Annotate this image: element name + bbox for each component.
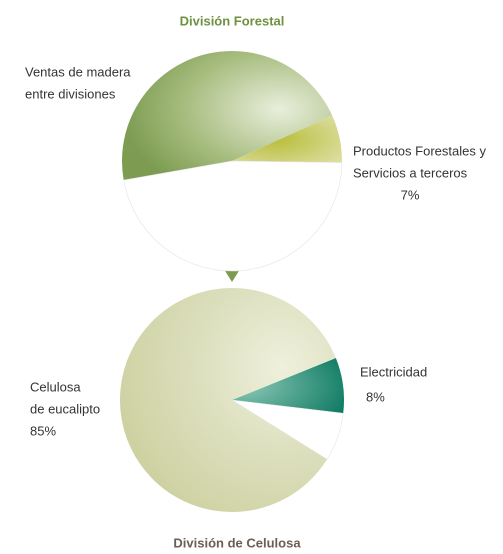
slice-label: Celulosa (30, 379, 81, 394)
pie-slice (231, 399, 344, 460)
pie-slice (232, 115, 342, 163)
chart-title: División de Celulosa (173, 535, 301, 550)
slice-label: entre divisiones (25, 86, 116, 101)
pie-slice (232, 358, 344, 414)
pie-slice (120, 287, 336, 512)
chart-title: División Forestal (180, 13, 285, 28)
value-label: 7% (401, 187, 420, 202)
slice-label: de eucalipto (30, 401, 100, 416)
pie-slice (122, 51, 333, 181)
slice-label: Productos Forestales y (353, 143, 486, 158)
slice-label: Servicios a terceros (353, 165, 468, 180)
value-label: 85% (30, 423, 56, 438)
slice-label: Electricidad (360, 364, 427, 379)
slice-label: Ventas de madera (25, 64, 131, 79)
value-label: 8% (366, 389, 385, 404)
pie-slice (123, 160, 343, 272)
